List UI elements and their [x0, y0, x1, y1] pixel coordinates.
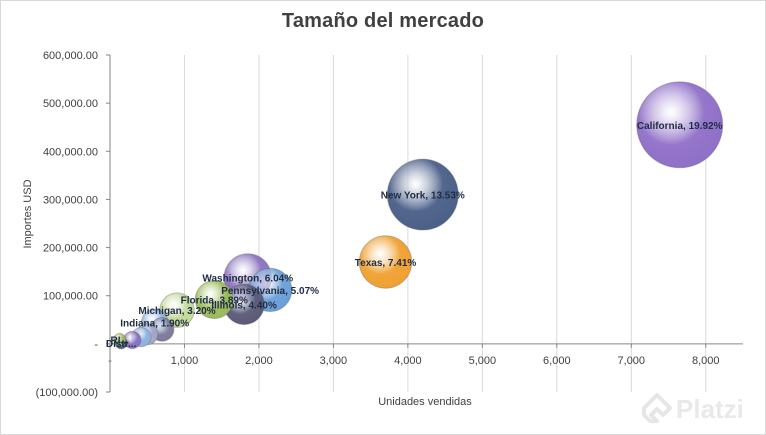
bubble-label: Distr...	[106, 339, 137, 350]
y-tick-label: 100,000.00	[43, 291, 98, 303]
watermark-text: Platzi	[676, 394, 744, 424]
bubble-label: Indiana, 1.90%	[120, 319, 189, 330]
bubble	[113, 333, 127, 347]
x-axis-label: Unidades vendidas	[378, 396, 472, 408]
bubble	[194, 280, 234, 320]
axis-layer: - 1,000 2,000 3,000 4,000 5,000 6,000 7,000 8,00…	[36, 50, 743, 399]
bubble-label: Texas, 7.41%	[355, 258, 417, 269]
bubble-label: Michigan, 3.20%	[138, 306, 215, 317]
y-tick-label: 300,000.00	[43, 194, 98, 206]
platzi-watermark: Platzi	[636, 388, 764, 428]
y-tick-label: 400,000.00	[43, 146, 98, 158]
bubble	[636, 81, 724, 169]
y-tick-label: 600,000.00	[43, 50, 98, 62]
label-layer: California, 19.92% New York, 13.53% Texas,…	[106, 121, 723, 350]
x-tick-label: 5,000	[469, 355, 497, 367]
x-tick-label: 6,000	[543, 355, 571, 367]
x-tick-label: 4,000	[394, 355, 422, 367]
bubble	[386, 158, 459, 231]
y-tick-label: -	[94, 339, 98, 351]
x-tick-label: 1,000	[171, 355, 199, 367]
chart-title: Tamaño del mercado	[281, 10, 485, 32]
bubble-label: California, 19.92%	[637, 121, 723, 132]
platzi-logo-icon	[642, 393, 672, 423]
x-tick-label: 3,000	[320, 355, 348, 367]
bubble-label: RI...	[111, 336, 130, 347]
bubble-layer	[113, 81, 724, 350]
x-tick-label: 7,000	[618, 355, 646, 367]
bubble-label: Illinois, 4.40%	[211, 300, 277, 311]
bubble	[358, 235, 413, 289]
y-tick-label: 500,000.00	[43, 98, 98, 110]
x-tick-label: 2,000	[245, 355, 273, 367]
y-tick-label: (100,000.00)	[36, 387, 98, 399]
grid-layer	[183, 55, 707, 392]
x-tick-label: 8,000	[692, 355, 720, 367]
bubble	[159, 292, 195, 328]
bubble-label: New York, 13.53%	[381, 191, 465, 202]
bubble-label: Washington, 6.04%	[202, 273, 293, 284]
bubble-label: Pennsylvania, 5.07%	[221, 286, 319, 297]
bubble-label: Florida, 3.89%	[181, 296, 248, 307]
y-tick-label: 200,000.00	[43, 243, 98, 255]
